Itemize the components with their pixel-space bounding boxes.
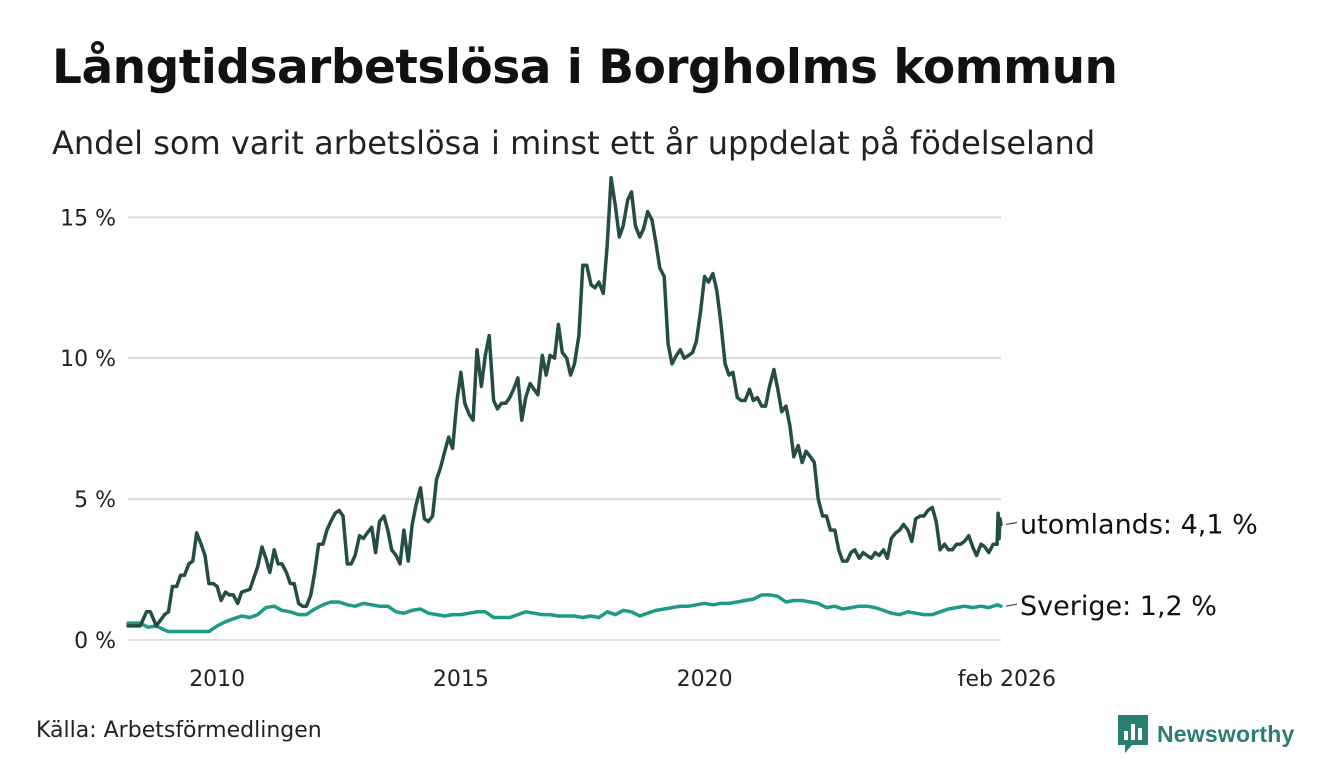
x-tick-label: 2020 [677, 667, 733, 692]
series-lines [126, 176, 1003, 634]
end-label-sverige: Sverige: 1,2 % [1020, 591, 1217, 622]
source-note: Källa: Arbetsförmedlingen [36, 718, 322, 743]
bar-chart-icon [1118, 715, 1148, 753]
brand-name: Newsworthy [1157, 720, 1295, 747]
series-line-utomlands [126, 176, 1003, 628]
x-tick-label: feb 2026 [958, 667, 1056, 692]
newsworthy-logo[interactable]: Newsworthy [1118, 714, 1294, 754]
y-tick-label: 0 % [74, 629, 116, 654]
y-tick-label: 5 % [74, 488, 116, 513]
end-label-utomlands: utomlands: 4,1 % [1020, 509, 1258, 540]
x-axis-ticks: 2010 2015 2020 feb 2026 [189, 667, 1056, 692]
y-axis-ticks: 0 % 5 % 10 % 15 % [60, 206, 116, 654]
end-labels: utomlands: 4,1 % Sverige: 1,2 % [1005, 509, 1258, 622]
x-tick-label: 2010 [189, 667, 245, 692]
chart-subtitle: Andel som varit arbetslösa i minst ett å… [52, 124, 1096, 162]
y-tick-label: 15 % [60, 206, 116, 231]
line-chart: 0 % 5 % 10 % 15 % 2010 2015 2020 feb 2026 utom… [60, 176, 1258, 692]
end-label-connector [1005, 521, 1018, 526]
x-tick-label: 2015 [433, 667, 489, 692]
y-tick-label: 10 % [60, 347, 116, 372]
chart-title: Långtidsarbetslösa i Borgholms kommun [52, 40, 1118, 95]
end-label-connector [1005, 603, 1018, 607]
series-line-sverige [126, 593, 1003, 634]
gridlines [128, 216, 1001, 641]
